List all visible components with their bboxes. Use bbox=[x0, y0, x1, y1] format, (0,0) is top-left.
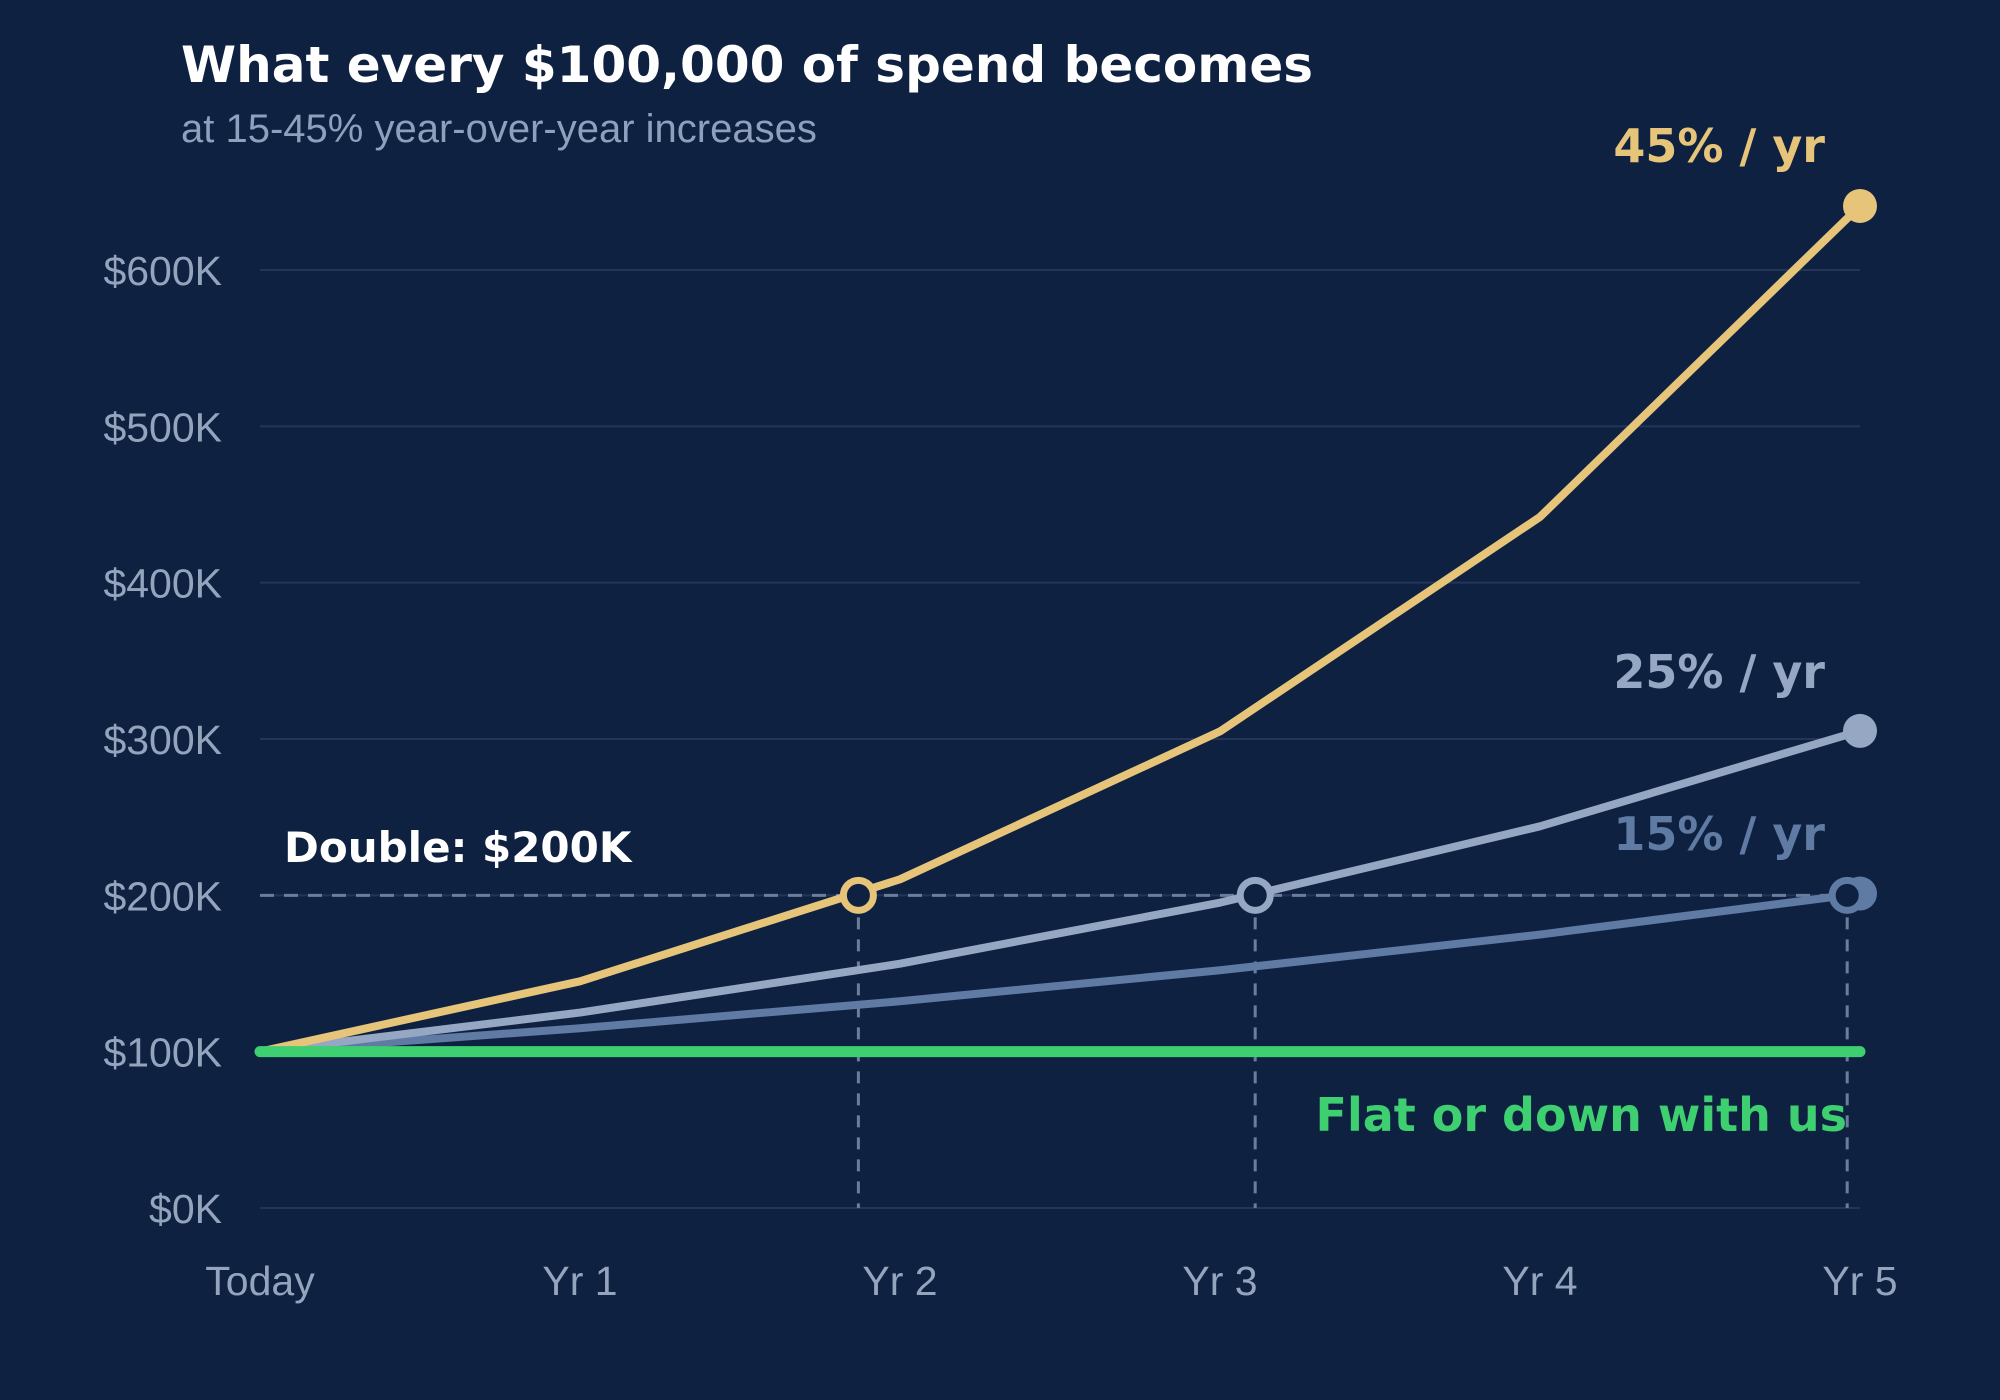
double-threshold-label: Double: $200K bbox=[284, 823, 633, 872]
y-tick-label: $200K bbox=[103, 873, 222, 919]
y-tick-label: $0K bbox=[149, 1186, 222, 1232]
end-marker-25-yr bbox=[1843, 713, 1877, 748]
chart-subtitle: at 15-45% year-over-year increases bbox=[181, 107, 817, 151]
series-line-45-yr bbox=[256, 201, 1864, 1056]
x-tick-label: Today bbox=[205, 1258, 315, 1304]
series-labels: Double: $200K 45% / yr 25% / yr 15% / yr Fla… bbox=[284, 119, 1847, 1142]
doubling-marker-25-yr bbox=[1236, 876, 1274, 914]
y-tick-label: $100K bbox=[103, 1030, 222, 1076]
doubling-marker-45-yr bbox=[839, 876, 877, 914]
series-line-15-yr bbox=[256, 889, 1864, 1056]
end-marker-45-yr bbox=[1843, 188, 1877, 223]
series-label-45-yr: 45% / yr bbox=[1613, 119, 1825, 173]
markers bbox=[839, 188, 1877, 914]
y-tick-label: $300K bbox=[103, 717, 222, 763]
series-label-flat-or-down-with-us: Flat or down with us bbox=[1316, 1088, 1847, 1142]
x-tick-label: Yr 5 bbox=[1822, 1258, 1897, 1304]
x-tick-label: Yr 3 bbox=[1182, 1258, 1257, 1304]
y-tick-label: $500K bbox=[103, 404, 222, 450]
series-line-25-yr bbox=[256, 726, 1864, 1056]
y-tick-label: $600K bbox=[103, 248, 222, 294]
doubling-marker-15-yr bbox=[1828, 876, 1866, 914]
axes: $0K $100K $200K $300K $400K $500K $600K Today Yr… bbox=[103, 248, 1897, 1304]
series-lines bbox=[254, 201, 1866, 1058]
y-tick-label: $400K bbox=[103, 561, 222, 607]
chart-title: What every $100,000 of spend becomes bbox=[181, 36, 1313, 94]
x-tick-label: Yr 1 bbox=[542, 1258, 617, 1304]
x-tick-label: Yr 4 bbox=[1502, 1258, 1577, 1304]
series-label-15-yr: 15% / yr bbox=[1613, 807, 1825, 861]
series-label-25-yr: 25% / yr bbox=[1613, 645, 1825, 699]
gridlines bbox=[260, 269, 1860, 1209]
x-tick-label: Yr 2 bbox=[862, 1258, 937, 1304]
